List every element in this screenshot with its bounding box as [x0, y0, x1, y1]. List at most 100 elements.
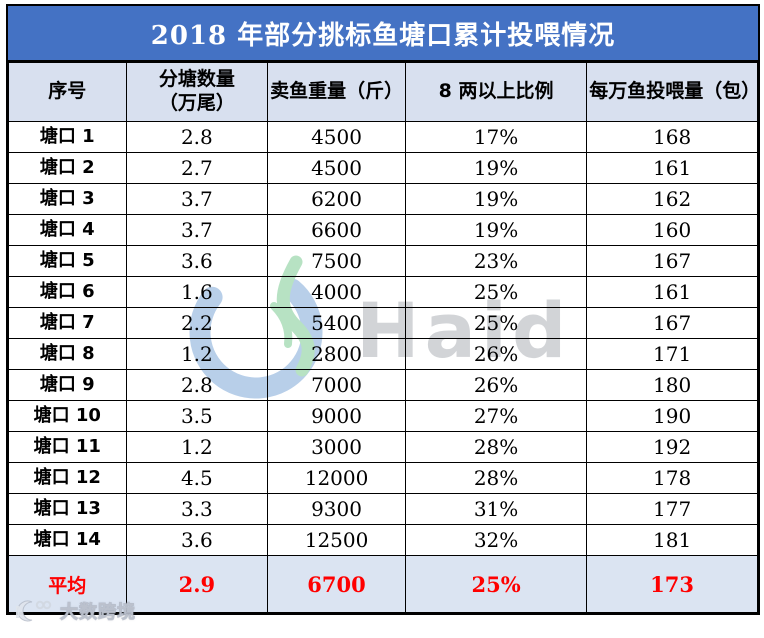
cell-feed-amount: 190 — [586, 400, 758, 432]
table-title-bar: 2018 年部分挑标鱼塘口累计投喂情况 — [8, 6, 758, 62]
cell-fish-weight: 4500 — [267, 121, 406, 153]
cell-pond-qty: 3.6 — [125, 245, 269, 277]
cell-fish-weight: 12500 — [267, 524, 406, 556]
table-row: 塘口 7 2.2 5400 25% 167 — [8, 307, 758, 339]
cell-ratio: 19% — [404, 214, 588, 246]
cell-ratio: 19% — [404, 152, 588, 184]
table-frame: 2018 年部分挑标鱼塘口累计投喂情况 序号 分塘数量 （万尾） 卖鱼重量（斤）… — [6, 4, 760, 615]
cell-pond-label: 塘口 13 — [8, 493, 127, 525]
table-row: 塘口 11 1.2 3000 28% 192 — [8, 431, 758, 463]
cell-feed-amount: 168 — [586, 121, 758, 153]
cell-pond-label: 塘口 7 — [8, 307, 127, 339]
cell-pond-qty: 3.5 — [125, 400, 269, 432]
cell-feed-amount: 167 — [586, 245, 758, 277]
table-title: 2018 年部分挑标鱼塘口累计投喂情况 — [150, 20, 616, 51]
cell-pond-qty: 2.8 — [125, 121, 269, 153]
cell-feed-amount: 161 — [586, 276, 758, 308]
table-row: 塘口 3 3.7 6200 19% 162 — [8, 183, 758, 215]
column-header-fish-weight: 卖鱼重量（斤） — [267, 62, 406, 122]
table-row: 塘口 12 4.5 12000 28% 178 — [8, 462, 758, 494]
cell-feed-amount: 160 — [586, 214, 758, 246]
table-row: 塘口 10 3.5 9000 27% 190 — [8, 400, 758, 432]
cell-fish-weight: 2800 — [267, 338, 406, 370]
cell-fish-weight: 7000 — [267, 369, 406, 401]
cell-ratio: 17% — [404, 121, 588, 153]
cell-fish-weight: 5400 — [267, 307, 406, 339]
cell-feed-amount: 162 — [586, 183, 758, 215]
cell-pond-qty: 2.2 — [125, 307, 269, 339]
cell-fish-weight: 4500 — [267, 152, 406, 184]
average-ratio: 25% — [404, 555, 588, 613]
cell-pond-label: 塘口 12 — [8, 462, 127, 494]
column-header-feed-amount: 每万鱼投喂量（包） — [586, 62, 758, 122]
cell-fish-weight: 3000 — [267, 431, 406, 463]
cell-feed-amount: 167 — [586, 307, 758, 339]
table-row: 塘口 13 3.3 9300 31% 177 — [8, 493, 758, 525]
cell-ratio: 31% — [404, 493, 588, 525]
table-row: 塘口 6 1.6 4000 25% 161 — [8, 276, 758, 308]
cell-pond-label: 塘口 4 — [8, 214, 127, 246]
cell-pond-label: 塘口 10 — [8, 400, 127, 432]
cell-feed-amount: 177 — [586, 493, 758, 525]
table-footer: 平均 2.9 6700 25% 173 — [8, 555, 758, 613]
cell-pond-qty: 1.2 — [125, 338, 269, 370]
cell-pond-qty: 3.7 — [125, 214, 269, 246]
cell-ratio: 26% — [404, 338, 588, 370]
header-row: 序号 分塘数量 （万尾） 卖鱼重量（斤） 8 两以上比例 每万鱼投喂量（包） — [8, 62, 758, 122]
cell-feed-amount: 178 — [586, 462, 758, 494]
table-row: 塘口 8 1.2 2800 26% 171 — [8, 338, 758, 370]
feeding-data-table: 序号 分塘数量 （万尾） 卖鱼重量（斤） 8 两以上比例 每万鱼投喂量（包） 塘… — [8, 62, 758, 613]
cell-ratio: 19% — [404, 183, 588, 215]
cell-fish-weight: 7500 — [267, 245, 406, 277]
cell-pond-label: 塘口 1 — [8, 121, 127, 153]
column-header-ratio: 8 两以上比例 — [404, 62, 588, 122]
cell-ratio: 28% — [404, 431, 588, 463]
table-row: 塘口 5 3.6 7500 23% 167 — [8, 245, 758, 277]
average-qty: 2.9 — [125, 555, 269, 613]
cell-ratio: 25% — [404, 276, 588, 308]
cell-pond-label: 塘口 11 — [8, 431, 127, 463]
cell-fish-weight: 9300 — [267, 493, 406, 525]
cell-pond-qty: 2.8 — [125, 369, 269, 401]
average-feed: 173 — [586, 555, 758, 613]
cell-pond-qty: 3.3 — [125, 493, 269, 525]
cell-pond-qty: 3.7 — [125, 183, 269, 215]
cell-ratio: 26% — [404, 369, 588, 401]
cell-pond-qty: 1.6 — [125, 276, 269, 308]
cell-fish-weight: 9000 — [267, 400, 406, 432]
cell-fish-weight: 6200 — [267, 183, 406, 215]
cell-fish-weight: 12000 — [267, 462, 406, 494]
cell-fish-weight: 4000 — [267, 276, 406, 308]
average-label: 平均 — [8, 555, 127, 613]
cell-ratio: 28% — [404, 462, 588, 494]
table-row: 塘口 9 2.8 7000 26% 180 — [8, 369, 758, 401]
table-row: 塘口 4 3.7 6600 19% 160 — [8, 214, 758, 246]
cell-pond-qty: 1.2 — [125, 431, 269, 463]
column-header-index: 序号 — [8, 62, 127, 122]
cell-pond-label: 塘口 2 — [8, 152, 127, 184]
cell-pond-label: 塘口 5 — [8, 245, 127, 277]
cell-fish-weight: 6600 — [267, 214, 406, 246]
table-body: 塘口 1 2.8 4500 17% 168 塘口 2 2.7 4500 19% … — [8, 121, 758, 556]
cell-pond-qty: 4.5 — [125, 462, 269, 494]
cell-pond-label: 塘口 14 — [8, 524, 127, 556]
cell-ratio: 27% — [404, 400, 588, 432]
cell-feed-amount: 171 — [586, 338, 758, 370]
cell-ratio: 23% — [404, 245, 588, 277]
table-row: 塘口 1 2.8 4500 17% 168 — [8, 121, 758, 153]
table-row: 塘口 2 2.7 4500 19% 161 — [8, 152, 758, 184]
cell-feed-amount: 192 — [586, 431, 758, 463]
cell-feed-amount: 180 — [586, 369, 758, 401]
cell-pond-label: 塘口 8 — [8, 338, 127, 370]
cell-feed-amount: 181 — [586, 524, 758, 556]
cell-feed-amount: 161 — [586, 152, 758, 184]
cell-ratio: 32% — [404, 524, 588, 556]
column-header-pond-qty: 分塘数量 （万尾） — [125, 62, 269, 122]
cell-pond-label: 塘口 6 — [8, 276, 127, 308]
cell-ratio: 25% — [404, 307, 588, 339]
table-row: 塘口 14 3.6 12500 32% 181 — [8, 524, 758, 556]
cell-pond-qty: 3.6 — [125, 524, 269, 556]
average-row: 平均 2.9 6700 25% 173 — [8, 555, 758, 613]
cell-pond-qty: 2.7 — [125, 152, 269, 184]
